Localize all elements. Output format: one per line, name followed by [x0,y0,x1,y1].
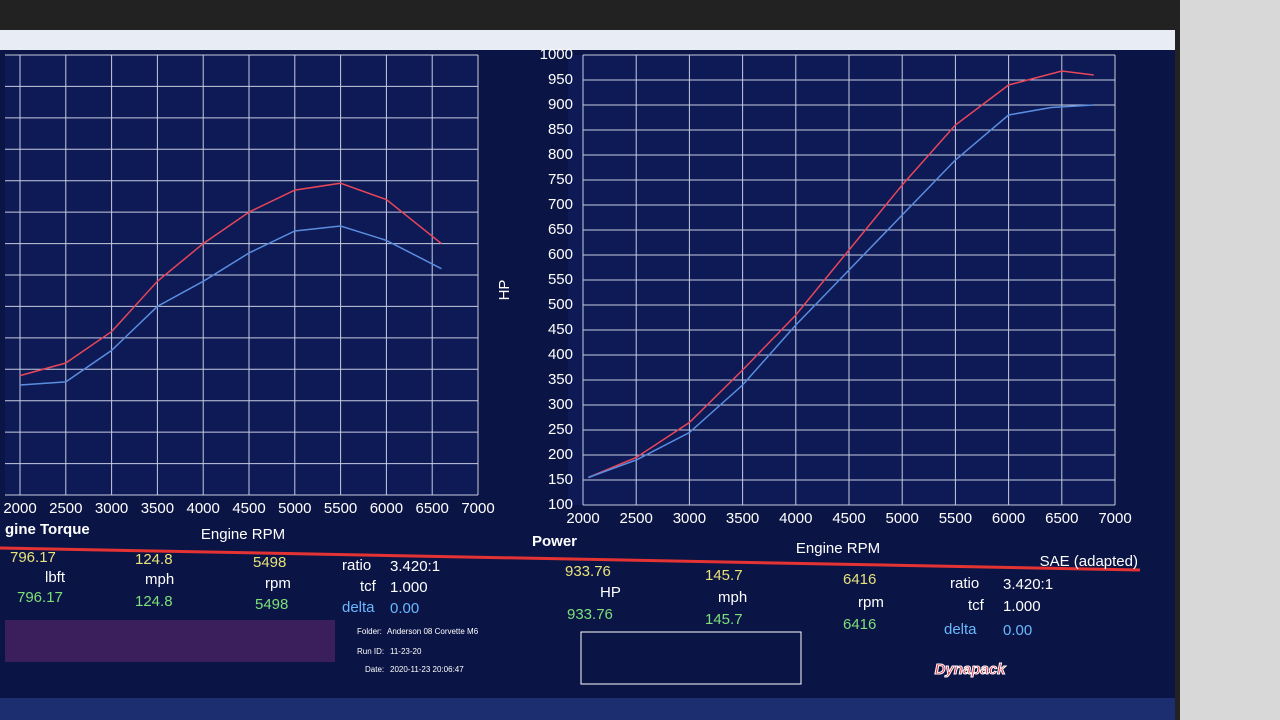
y-tick-label: 100 [548,496,573,513]
x-tick-label: 5500 [939,510,972,527]
x-tick-label: 3000 [95,500,128,517]
value: 145.7 [705,611,743,628]
label: Folder: [357,627,382,636]
x-tick-label: 6500 [1045,510,1078,527]
x-tick-label: 2500 [620,510,653,527]
value: 796.17 [10,549,56,566]
y-tick-label: 600 [548,246,573,263]
x-tick-label: 6500 [416,500,449,517]
value: 0.00 [1003,622,1032,639]
value: 3.420:1 [1003,576,1053,593]
label: ratio [342,557,371,574]
chart-title: Power [532,533,577,550]
y-tick-label: 750 [548,171,573,188]
wall [1180,0,1280,720]
y-axis-label: HP [496,280,513,301]
y-tick-label: 900 [548,96,573,113]
y-tick-label: 1000 [540,46,573,63]
y-tick-label: 400 [548,346,573,363]
value: 933.76 [567,606,613,623]
readout-right: 933.76 HP 933.76 145.7 mph 145.7 6416 rp… [565,563,1053,639]
value: 6416 [843,571,876,588]
value: 0.00 [390,600,419,617]
value: 124.8 [135,593,173,610]
label: tcf [968,597,985,614]
x-tick-label: 6000 [370,500,403,517]
x-tick-label: 7000 [461,500,494,517]
label: ratio [950,575,979,592]
label: Run ID: [357,647,384,656]
x-tick-label: 5000 [886,510,919,527]
value: 145.7 [705,567,743,584]
y-tick-label: 550 [548,271,573,288]
x-tick-label: 7000 [1098,510,1131,527]
value: 1.000 [390,579,428,596]
title-bar [0,30,1175,50]
series-line [588,104,1094,479]
y-tick-label: 200 [548,446,573,463]
chart-title: gine Torque [5,521,90,538]
y-tick-label: 350 [548,371,573,388]
y-tick-label: 500 [548,296,573,313]
label: tcf [360,578,377,595]
x-tick-label: 2000 [566,510,599,527]
x-tick-label: 3500 [726,510,759,527]
x-tick-label: 4500 [832,510,865,527]
input-box[interactable] [580,631,802,685]
value: 2020-11-23 20:06:47 [390,665,464,674]
x-tick-label: 2000 [3,500,36,517]
unit: lbft [45,569,66,586]
x-axis-label: Engine RPM [796,540,880,557]
value: 796.17 [17,589,63,606]
y-tick-label: 700 [548,196,573,213]
y-tick-label: 250 [548,421,573,438]
x-tick-label: 4500 [232,500,265,517]
label: delta [342,599,375,616]
x-tick-label: 3000 [673,510,706,527]
label: Date: [365,665,384,674]
x-tick-label: 3500 [141,500,174,517]
unit: mph [718,589,747,606]
value: 5498 [255,596,288,613]
x-tick-label: 4000 [779,510,812,527]
y-tick-label: 300 [548,396,573,413]
y-tick-label: 650 [548,221,573,238]
taskbar [0,698,1175,720]
value: Anderson 08 Corvette M6 [387,627,479,636]
x-tick-label: 6000 [992,510,1025,527]
charts: 2000 2500 3000 3500 4000 4500 5000 5500 6000 6500… [3,46,1131,527]
series-line [588,70,1094,479]
unit: mph [145,571,174,588]
unit: rpm [858,594,884,611]
y-tick-label: 850 [548,121,573,138]
logo-banner [5,620,335,662]
y-tick-label: 950 [548,71,573,88]
unit: HP [600,584,621,601]
unit: rpm [265,575,291,592]
x-tick-label: 5500 [324,500,357,517]
value: 6416 [843,616,876,633]
value: 1.000 [1003,598,1041,615]
value: 11-23-20 [390,647,422,656]
run-info: Folder: Anderson 08 Corvette M6 Run ID: … [357,627,479,674]
x-tick-label: 2500 [49,500,82,517]
value: 933.76 [565,563,611,580]
y-tick-label: 800 [548,146,573,163]
divider [0,546,1141,572]
brand-logo: Dynapack [935,661,1007,678]
value: 124.8 [135,551,173,568]
series-line [19,225,442,386]
note: SAE (adapted) [1040,553,1138,570]
value: 5498 [253,554,286,571]
readout-left: 796.17 lbft 796.17 124.8 mph 124.8 5498 … [10,549,440,617]
x-tick-label: 4000 [187,500,220,517]
value: 3.420:1 [390,558,440,575]
x-axis-label: Engine RPM [201,526,285,543]
y-tick-label: 450 [548,321,573,338]
label: delta [944,621,977,638]
x-tick-label: 5000 [278,500,311,517]
y-tick-label: 150 [548,471,573,488]
series-line [19,182,442,377]
